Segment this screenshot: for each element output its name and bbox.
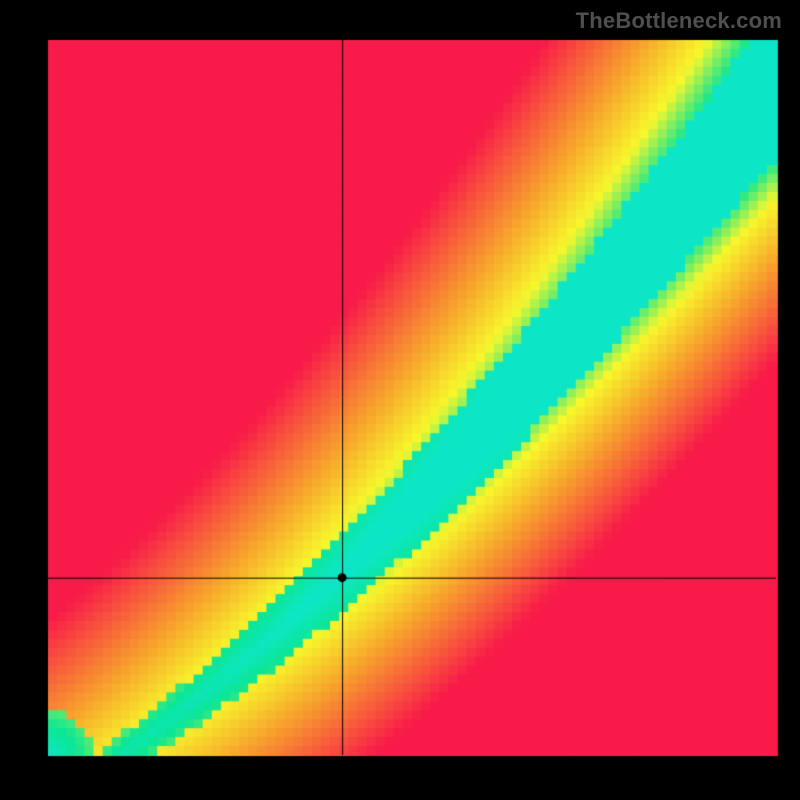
watermark-text: TheBottleneck.com (576, 8, 782, 34)
chart-container: TheBottleneck.com (0, 0, 800, 800)
bottleneck-heatmap (0, 0, 800, 800)
